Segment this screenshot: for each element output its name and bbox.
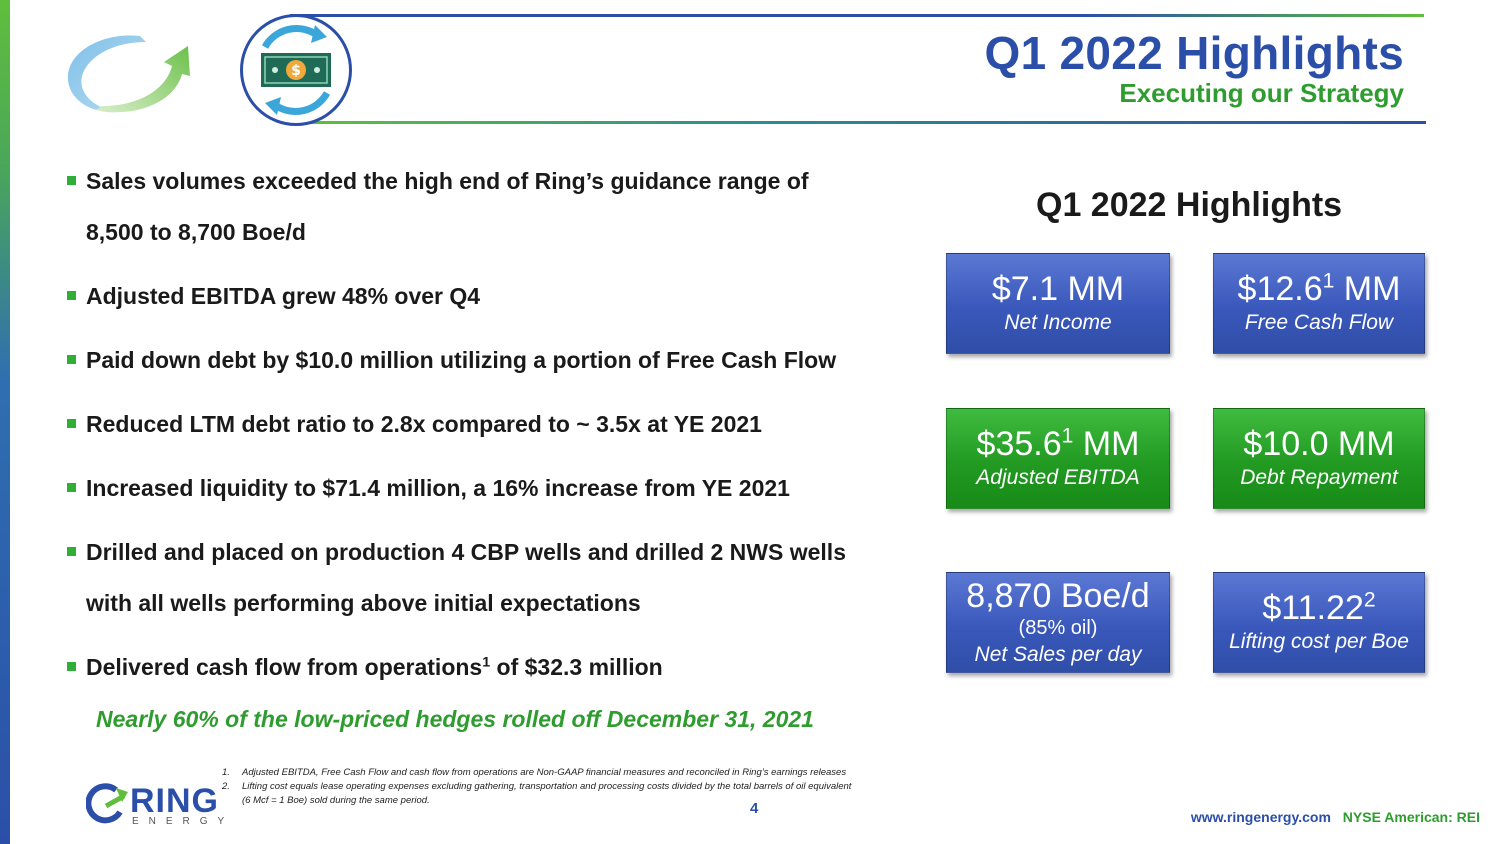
header-bottom-rule	[300, 121, 1426, 124]
card-label: Debt Repayment	[1240, 465, 1398, 489]
list-item: Paid down debt by $10.0 million utilizin…	[64, 335, 904, 386]
bullet-square-icon	[67, 419, 76, 428]
card-label: Net Income	[1004, 310, 1112, 334]
card-value: $7.1 MM	[991, 269, 1125, 308]
lifting-cost-card: $11.222 Lifting cost per Boe	[1213, 572, 1425, 673]
bullet-text: Adjusted EBITDA grew 48% over Q4	[86, 283, 481, 309]
bullet-square-icon	[67, 291, 76, 300]
card-value: $11.222	[1262, 587, 1376, 627]
card-value: $35.61 MM	[976, 423, 1140, 463]
bullet-square-icon	[67, 547, 76, 556]
list-item: Adjusted EBITDA grew 48% over Q4	[64, 271, 904, 322]
stock-ticker: NYSE American: REI	[1342, 809, 1480, 825]
bullet-square-icon	[67, 662, 76, 671]
list-item: Drilled and placed on production 4 CBP w…	[64, 527, 904, 629]
footnote-ref: 1	[482, 654, 491, 671]
svg-text:$: $	[291, 63, 301, 79]
card-label: Net Sales per day	[974, 642, 1142, 666]
bullet-text: Paid down debt by $10.0 million utilizin…	[86, 347, 837, 373]
ring-logo-icon	[86, 783, 128, 824]
money-cycle-icon: $	[240, 14, 352, 126]
list-item: Reduced LTM debt ratio to 2.8x compared …	[64, 399, 904, 450]
list-item: Delivered cash flow from operations1 of …	[64, 642, 904, 693]
net-income-card: $7.1 MM Net Income	[946, 253, 1170, 354]
website-link[interactable]: www.ringenergy.com	[1190, 809, 1331, 825]
footer-links: www.ringenergy.com NYSE American: REI	[1191, 809, 1480, 825]
list-item: Sales volumes exceeded the high end of R…	[64, 156, 904, 258]
list-item: Increased liquidity to $71.4 million, a …	[64, 463, 904, 514]
footnotes: 1. Adjusted EBITDA, Free Cash Flow and ca…	[222, 766, 902, 808]
card-label: Free Cash Flow	[1244, 310, 1394, 334]
card-value: 8,870 Boe/d	[966, 576, 1150, 615]
swirl-arrow-logo-icon	[67, 35, 190, 113]
bullet-text: Sales volumes exceeded the high end of R…	[86, 168, 809, 194]
bullet-text: Drilled and placed on production 4 CBP w…	[86, 539, 846, 565]
bullet-square-icon	[67, 176, 76, 185]
bullet-square-icon	[67, 483, 76, 492]
bullet-square-icon	[67, 355, 76, 364]
net-sales-card: 8,870 Boe/d (85% oil) Net Sales per day	[946, 572, 1170, 673]
bullet-text: Delivered cash flow from operations	[86, 654, 483, 680]
card-label: Lifting cost per Boe	[1229, 629, 1409, 653]
ring-logo-word: RING	[130, 782, 219, 820]
footnote: (6 Mcf = 1 Boe) sold during the same per…	[242, 795, 430, 806]
hedges-callout: Nearly 60% of the low-priced hedges roll…	[96, 706, 814, 732]
page-title: Q1 2022 Highlights	[984, 27, 1404, 79]
card-subvalue: (85% oil)	[1018, 616, 1098, 639]
side-accent-stripe	[0, 0, 10, 844]
adjusted-ebitda-card: $35.61 MM Adjusted EBITDA	[946, 408, 1170, 509]
highlights-bullet-list: Sales volumes exceeded the high end of R…	[64, 156, 904, 693]
card-label: Adjusted EBITDA	[976, 465, 1140, 489]
bullet-text: 8,500 to 8,700 Boe/d	[86, 219, 306, 245]
bullet-text: with all wells performing above initial …	[86, 590, 641, 616]
card-value: $12.61 MM	[1237, 268, 1401, 308]
bullet-text: of $32.3 million	[490, 654, 663, 680]
page-number: 4	[750, 800, 759, 817]
debt-repayment-card: $10.0 MM Debt Repayment	[1213, 408, 1425, 509]
free-cash-flow-card: $12.61 MM Free Cash Flow	[1213, 253, 1425, 354]
card-value: $10.0 MM	[1243, 424, 1395, 463]
footnote: 1. Adjusted EBITDA, Free Cash Flow and ca…	[222, 767, 847, 778]
panel-title: Q1 2022 Highlights	[1036, 186, 1343, 224]
bullet-text: Increased liquidity to $71.4 million, a …	[86, 475, 790, 501]
page-subtitle: Executing our Strategy	[1119, 78, 1404, 108]
bullet-text: Reduced LTM debt ratio to 2.8x compared …	[86, 411, 762, 437]
footnote: 2. Lifting cost equals lease operating ex…	[222, 781, 852, 792]
ring-logo-subword: ENERGY	[132, 816, 235, 827]
header-top-rule	[290, 14, 1424, 17]
